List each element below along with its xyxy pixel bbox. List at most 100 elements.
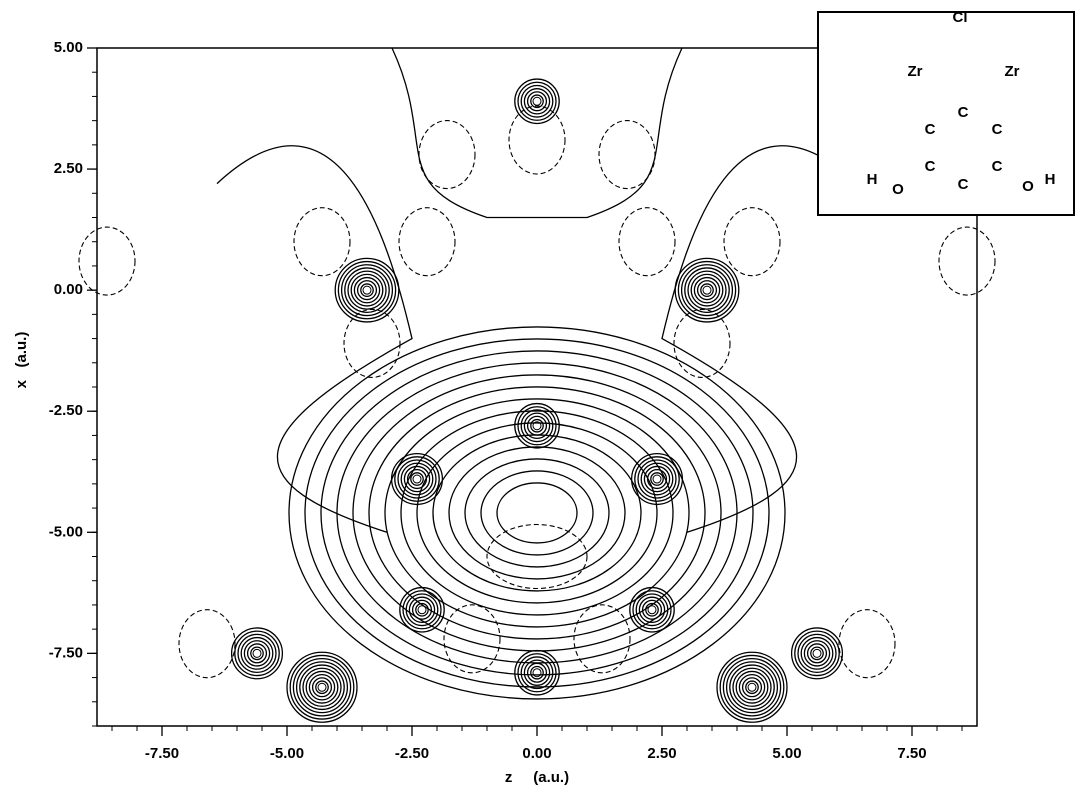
- contour: [800, 636, 834, 670]
- contour: [360, 283, 374, 297]
- contour: [526, 91, 548, 112]
- contour: [745, 680, 759, 695]
- atom-label: O: [892, 181, 904, 198]
- atom-label: H: [867, 171, 878, 188]
- contour: [661, 145, 858, 533]
- contour: [448, 446, 626, 580]
- contour: [530, 94, 544, 109]
- contour: [719, 654, 785, 720]
- x-tick-label: 7.50: [897, 745, 926, 762]
- nucleus: [702, 285, 712, 295]
- contour: [250, 646, 264, 661]
- contour: [415, 602, 429, 617]
- dashed-contour: [938, 226, 996, 296]
- contour: [634, 456, 680, 502]
- atom-label: C: [925, 121, 936, 138]
- contour: [411, 599, 433, 620]
- y-tick-label: 0.00: [54, 281, 83, 298]
- contour: [638, 596, 666, 624]
- contour: [308, 674, 336, 701]
- contour: [797, 633, 837, 674]
- contour: [514, 78, 560, 125]
- nucleus: [317, 682, 327, 692]
- contour: [520, 84, 554, 118]
- dashed-contour: [573, 604, 631, 674]
- nucleus: [652, 474, 662, 484]
- contour: [243, 640, 271, 667]
- contour: [340, 264, 394, 317]
- contour: [741, 677, 763, 698]
- x-tick-label: -5.00: [270, 745, 304, 762]
- contour: [240, 636, 274, 670]
- contour: [480, 470, 594, 556]
- x-tick-label: -2.50: [395, 745, 429, 762]
- x-tick-label: 0.00: [522, 745, 551, 762]
- nucleus: [747, 682, 757, 692]
- contour: [520, 409, 554, 443]
- contour: [216, 145, 413, 533]
- contour: [234, 630, 280, 677]
- contour: [722, 658, 782, 717]
- nucleus: [417, 605, 427, 615]
- contour: [684, 267, 730, 313]
- contour: [687, 270, 727, 310]
- atom-label: H: [1045, 171, 1056, 188]
- contour: [402, 590, 442, 630]
- contour: [230, 627, 284, 680]
- contour: [288, 326, 786, 700]
- nucleus: [412, 474, 422, 484]
- contour: [347, 270, 387, 310]
- contour: [790, 627, 844, 680]
- x-tick-label: 5.00: [772, 745, 801, 762]
- contour: [394, 456, 440, 502]
- dashed-contour: [486, 523, 588, 590]
- contour: [400, 462, 434, 496]
- contour: [350, 273, 384, 307]
- contour: [677, 260, 737, 320]
- dashed-contour: [78, 226, 136, 296]
- contour: [305, 670, 339, 704]
- dashed-contour: [293, 207, 351, 277]
- atom-label: C: [925, 158, 936, 175]
- nucleus: [252, 648, 262, 658]
- contour: [237, 633, 277, 674]
- contour: [311, 677, 333, 698]
- contour: [464, 458, 610, 568]
- y-tick-label: 2.50: [54, 160, 83, 177]
- contour: [292, 658, 352, 717]
- atom-label: C: [958, 104, 969, 121]
- atom-label: C: [958, 176, 969, 193]
- nucleus: [647, 605, 657, 615]
- contour: [353, 276, 381, 304]
- dashed-contour: [178, 609, 236, 679]
- contour: [738, 674, 766, 701]
- contour: [391, 47, 683, 219]
- y-tick-label: -2.50: [49, 402, 83, 419]
- contour: [410, 472, 424, 486]
- contour: [517, 653, 557, 693]
- contour: [794, 630, 840, 677]
- contour: [732, 667, 772, 707]
- contour-lines: [78, 47, 996, 723]
- contour: [517, 406, 557, 446]
- contour: [356, 280, 378, 301]
- y-tick-label: 5.00: [54, 39, 83, 56]
- contour: [729, 664, 775, 711]
- atom-label: O: [1022, 178, 1034, 195]
- contour: [803, 640, 831, 667]
- contour: [517, 81, 557, 121]
- dashed-contour: [618, 207, 676, 277]
- contour: [643, 465, 671, 493]
- contour: [693, 276, 721, 304]
- dashed-contour: [723, 207, 781, 277]
- contour: [530, 418, 544, 433]
- contour: [700, 283, 714, 297]
- contour: [735, 670, 769, 704]
- contour: [716, 651, 788, 723]
- contour: [806, 643, 828, 664]
- contour: [514, 402, 560, 449]
- nucleus: [362, 285, 372, 295]
- contour: [680, 264, 734, 317]
- contour: [696, 280, 718, 301]
